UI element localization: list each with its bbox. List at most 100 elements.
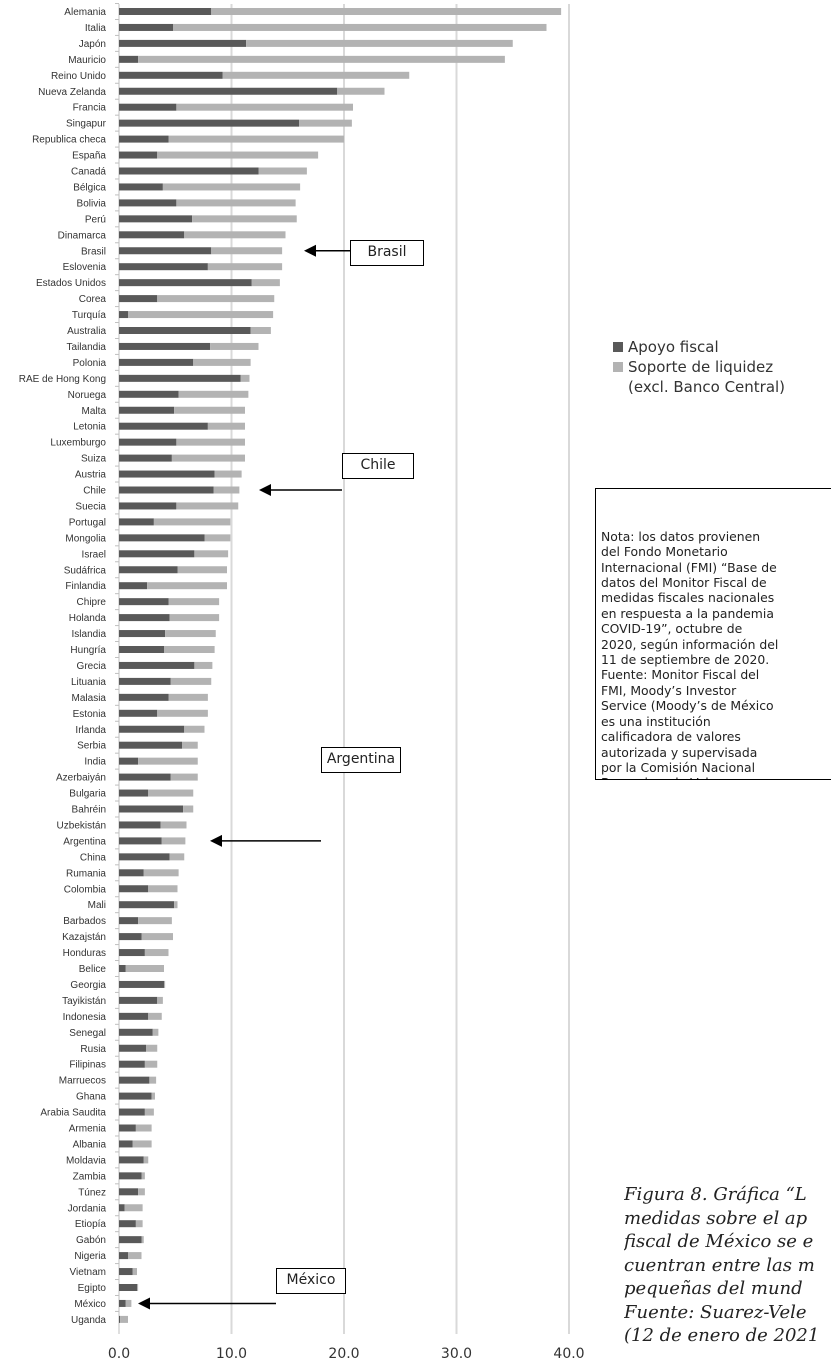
bar-soporte-liquidez (173, 23, 547, 31)
category-label: Reino Unido (51, 71, 106, 82)
bar-apoyo-fiscal (119, 709, 158, 717)
category-label: Nueva Zelanda (38, 87, 106, 98)
category-label: Corea (79, 294, 107, 305)
category-label: Japón (79, 39, 106, 50)
bar-soporte-liquidez (193, 358, 251, 366)
bar-soporte-liquidez (141, 1236, 144, 1244)
callout-label-mexico: México (286, 1272, 336, 1288)
bar-soporte-liquidez (192, 215, 297, 223)
category-label: Honduras (63, 948, 106, 959)
bars (119, 8, 562, 1323)
bar-soporte-liquidez (171, 454, 245, 462)
category-label: Bélgica (73, 182, 106, 193)
bar-apoyo-fiscal (119, 677, 171, 685)
bar-soporte-liquidez (144, 949, 169, 957)
category-label: India (84, 757, 106, 768)
bar-soporte-liquidez (207, 422, 245, 430)
category-label: Lituania (71, 677, 106, 688)
bar-soporte-liquidez (194, 550, 229, 558)
bar-apoyo-fiscal (119, 55, 139, 63)
arrow-head (210, 834, 222, 847)
bar-apoyo-fiscal (119, 1044, 146, 1052)
category-label: Gabón (76, 1235, 106, 1246)
category-label: Arabia Saudita (40, 1108, 106, 1119)
bar-apoyo-fiscal (119, 87, 338, 95)
bar-soporte-liquidez (164, 980, 166, 988)
bar-apoyo-fiscal (119, 342, 211, 350)
bar-apoyo-fiscal (119, 901, 175, 909)
bar-soporte-liquidez (152, 1028, 159, 1036)
bar-soporte-liquidez (138, 917, 172, 925)
bar-soporte-liquidez (210, 342, 259, 350)
bar-soporte-liquidez (176, 199, 296, 207)
bar-apoyo-fiscal (119, 8, 212, 15)
category-label: Mali (88, 900, 106, 911)
bar-soporte-liquidez (169, 614, 220, 622)
category-label: Senegal (69, 1028, 106, 1039)
annotation-arrows (138, 244, 350, 1310)
category-label: Brasil (81, 246, 106, 257)
bar-apoyo-fiscal (119, 534, 205, 542)
bar-apoyo-fiscal (119, 1124, 136, 1132)
bar-soporte-liquidez (144, 1060, 158, 1068)
category-label: Sudáfrica (64, 565, 107, 576)
bar-soporte-liquidez (165, 630, 216, 638)
category-label: Austria (75, 470, 107, 481)
bar-apoyo-fiscal (119, 1060, 145, 1068)
bar-apoyo-fiscal (119, 1156, 144, 1164)
bar-apoyo-fiscal (119, 1236, 142, 1244)
bar-soporte-liquidez (240, 374, 250, 382)
bar-apoyo-fiscal (119, 1188, 139, 1196)
bar-soporte-liquidez (137, 1284, 139, 1291)
bar-soporte-liquidez (161, 837, 186, 845)
bar-soporte-liquidez (143, 1156, 149, 1164)
bar-apoyo-fiscal (119, 422, 208, 430)
category-label: Tailandia (67, 342, 107, 353)
category-label: Serbia (77, 741, 106, 752)
bar-apoyo-fiscal (119, 1028, 153, 1036)
category-label: Túnez (78, 1187, 106, 1198)
category-label: Suecia (75, 501, 106, 512)
bar-apoyo-fiscal (119, 1172, 142, 1180)
bar-soporte-liquidez (160, 821, 187, 829)
bar-apoyo-fiscal (119, 263, 208, 271)
category-label: Luxemburgo (50, 438, 106, 449)
bar-soporte-liquidez (148, 789, 194, 797)
bar-apoyo-fiscal (119, 358, 194, 366)
category-label: Barbados (63, 916, 106, 927)
bar-soporte-liquidez (211, 8, 562, 15)
bar-apoyo-fiscal (119, 598, 169, 606)
category-label: Republica checa (32, 135, 106, 146)
callout-label-brasil: Brasil (367, 244, 407, 260)
bar-apoyo-fiscal (119, 167, 259, 175)
x-tick-label: 20.0 (328, 1346, 359, 1362)
category-label: Francia (73, 103, 107, 114)
legend-label-liquidity-sub: (excl. Banco Central) (628, 378, 786, 396)
callout-label-chile: Chile (360, 457, 396, 473)
bar-apoyo-fiscal (119, 869, 144, 877)
category-label: Dinamarca (58, 230, 107, 241)
bar-apoyo-fiscal (119, 231, 185, 239)
category-label: Mongolia (65, 533, 106, 544)
bar-soporte-liquidez (174, 406, 245, 414)
bar-soporte-liquidez (148, 1012, 162, 1020)
bar-apoyo-fiscal (119, 805, 184, 813)
bar-apoyo-fiscal (119, 1268, 133, 1276)
category-labels: Alemania Italia Japón Mauricio Reino Unido Nu… (19, 7, 107, 1326)
bar-apoyo-fiscal (119, 103, 177, 111)
bar-soporte-liquidez (222, 71, 410, 79)
bar-apoyo-fiscal (119, 789, 149, 797)
category-label: Armenia (69, 1124, 107, 1135)
category-label: Jordania (68, 1203, 107, 1214)
category-label: Albania (73, 1139, 107, 1150)
bar-apoyo-fiscal (119, 693, 169, 701)
bar-soporte-liquidez (141, 1172, 145, 1180)
bar-soporte-liquidez (146, 1044, 158, 1052)
bar-apoyo-fiscal (119, 1076, 150, 1084)
bar-apoyo-fiscal (119, 71, 223, 79)
bar-apoyo-fiscal (119, 1299, 126, 1307)
bar-soporte-liquidez (176, 502, 239, 510)
x-tick-label: 30.0 (441, 1346, 472, 1362)
callout-argentina: Argentina (321, 747, 401, 773)
x-tick-label: 40.0 (553, 1346, 584, 1362)
